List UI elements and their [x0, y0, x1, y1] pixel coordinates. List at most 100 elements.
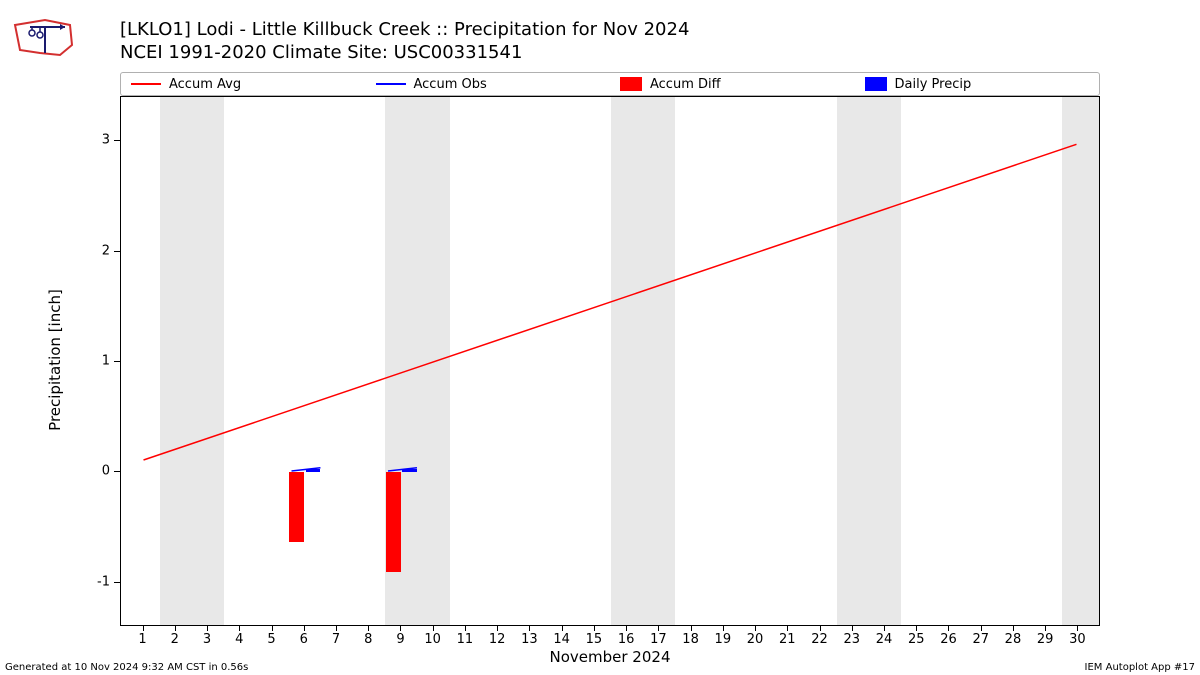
x-tick-mark — [239, 626, 240, 631]
x-tick-mark — [1077, 626, 1078, 631]
x-tick-mark — [755, 626, 756, 631]
x-tick-label: 5 — [267, 632, 275, 647]
x-tick-label: 14 — [553, 632, 570, 647]
x-tick-mark — [884, 626, 885, 631]
x-tick-label: 17 — [650, 632, 667, 647]
x-tick-label: 28 — [1005, 632, 1022, 647]
x-tick-mark — [916, 626, 917, 631]
y-tick-label: 1 — [102, 354, 110, 369]
x-tick-label: 6 — [300, 632, 308, 647]
y-tick-label: 3 — [102, 133, 110, 148]
legend-line-swatch — [376, 83, 406, 85]
x-tick-label: 18 — [682, 632, 699, 647]
x-tick-label: 21 — [779, 632, 796, 647]
x-tick-mark — [562, 626, 563, 631]
legend-label: Accum Obs — [414, 77, 487, 92]
x-tick-label: 12 — [489, 632, 506, 647]
x-tick-label: 27 — [972, 632, 989, 647]
legend-box-swatch — [865, 77, 887, 91]
x-tick-label: 20 — [747, 632, 764, 647]
weekend-band — [160, 97, 224, 625]
x-tick-label: 16 — [618, 632, 635, 647]
weekend-band — [1062, 97, 1100, 625]
x-tick-label: 29 — [1037, 632, 1054, 647]
daily-precip-bar — [402, 469, 417, 472]
x-tick-mark — [1013, 626, 1014, 631]
x-tick-label: 24 — [876, 632, 893, 647]
x-tick-label: 25 — [908, 632, 925, 647]
x-tick-mark — [691, 626, 692, 631]
x-tick-label: 19 — [715, 632, 732, 647]
x-tick-label: 13 — [521, 632, 538, 647]
legend-line-swatch — [131, 83, 161, 85]
x-tick-mark — [497, 626, 498, 631]
x-tick-mark — [658, 626, 659, 631]
x-tick-mark — [175, 626, 176, 631]
y-tick-mark — [114, 251, 120, 252]
plot-area — [120, 96, 1100, 626]
x-tick-label: 2 — [171, 632, 179, 647]
title-line-1: [LKLO1] Lodi - Little Killbuck Creek :: … — [120, 18, 689, 41]
x-tick-label: 22 — [811, 632, 828, 647]
x-axis-label: November 2024 — [550, 648, 671, 666]
weekend-band — [837, 97, 901, 625]
x-tick-label: 11 — [457, 632, 474, 647]
x-tick-label: 1 — [138, 632, 146, 647]
legend-item: Accum Diff — [610, 77, 855, 92]
x-tick-mark — [723, 626, 724, 631]
y-tick-label: 2 — [102, 243, 110, 258]
legend-box-swatch — [620, 77, 642, 91]
x-tick-label: 26 — [940, 632, 957, 647]
y-tick-mark — [114, 361, 120, 362]
y-tick-label: -1 — [97, 574, 110, 589]
accum-diff-bar — [386, 472, 401, 571]
x-tick-mark — [981, 626, 982, 631]
footer-generated: Generated at 10 Nov 2024 9:32 AM CST in … — [5, 662, 248, 673]
y-tick-mark — [114, 471, 120, 472]
x-tick-label: 7 — [332, 632, 340, 647]
y-tick-label: 0 — [102, 464, 110, 479]
x-tick-mark — [368, 626, 369, 631]
legend-label: Daily Precip — [895, 77, 972, 92]
x-tick-mark — [594, 626, 595, 631]
chart-title: [LKLO1] Lodi - Little Killbuck Creek :: … — [120, 18, 689, 65]
daily-precip-bar — [306, 469, 321, 472]
legend-label: Accum Avg — [169, 77, 241, 92]
x-tick-mark — [1045, 626, 1046, 631]
x-tick-mark — [787, 626, 788, 631]
x-tick-mark — [400, 626, 401, 631]
x-tick-mark — [948, 626, 949, 631]
accum-avg-line — [144, 144, 1077, 460]
footer-app: IEM Autoplot App #17 — [1085, 662, 1195, 673]
x-tick-mark — [272, 626, 273, 631]
x-tick-label: 23 — [843, 632, 860, 647]
x-tick-mark — [433, 626, 434, 631]
weekend-band — [611, 97, 675, 625]
x-tick-label: 9 — [396, 632, 404, 647]
x-tick-label: 30 — [1069, 632, 1086, 647]
x-tick-mark — [529, 626, 530, 631]
accum-diff-bar — [289, 472, 304, 542]
x-tick-mark — [143, 626, 144, 631]
title-line-2: NCEI 1991-2020 Climate Site: USC00331541 — [120, 41, 689, 64]
legend-item: Accum Avg — [121, 77, 366, 92]
x-tick-mark — [626, 626, 627, 631]
y-axis-label: Precipitation [inch] — [46, 289, 64, 431]
x-tick-mark — [336, 626, 337, 631]
legend-item: Accum Obs — [366, 77, 611, 92]
legend: Accum Avg Accum Obs Accum Diff Daily Precip — [120, 72, 1100, 96]
x-tick-mark — [304, 626, 305, 631]
x-tick-mark — [207, 626, 208, 631]
x-tick-label: 10 — [424, 632, 441, 647]
x-tick-label: 8 — [364, 632, 372, 647]
iem-logo — [10, 15, 80, 60]
legend-item: Daily Precip — [855, 77, 1100, 92]
x-tick-mark — [852, 626, 853, 631]
legend-label: Accum Diff — [650, 77, 721, 92]
x-tick-mark — [820, 626, 821, 631]
x-tick-label: 3 — [203, 632, 211, 647]
y-tick-mark — [114, 582, 120, 583]
x-tick-mark — [465, 626, 466, 631]
x-tick-label: 4 — [235, 632, 243, 647]
y-tick-mark — [114, 140, 120, 141]
